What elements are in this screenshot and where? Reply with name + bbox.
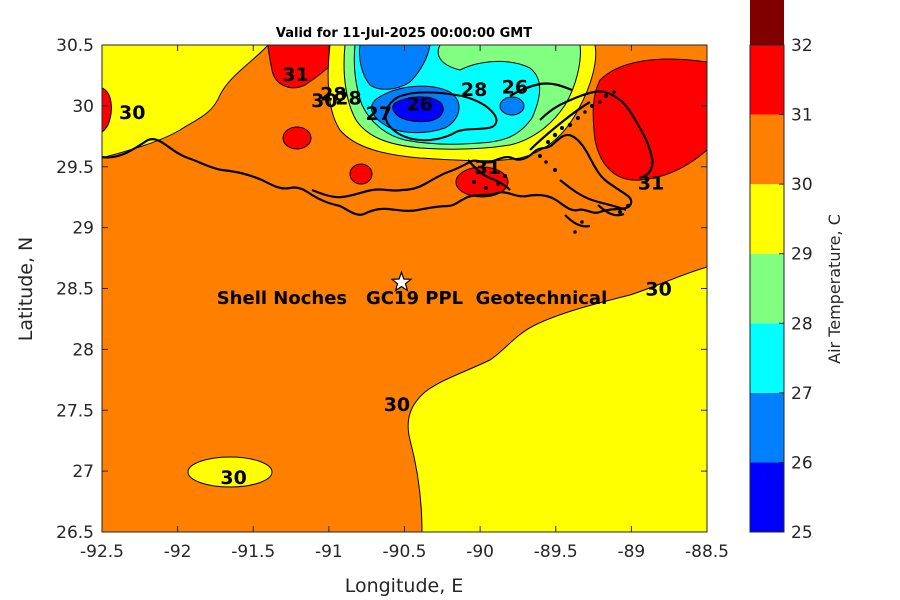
colorbar: 25 26 27 28 29 30 31 32 <box>749 0 813 543</box>
colorbar-swatch <box>750 0 784 45</box>
contour-label: 30 <box>384 394 410 416</box>
y-tick-label: 29 <box>72 219 94 239</box>
contour-label: 30 <box>220 467 246 489</box>
x-tick-label: -89 <box>617 542 645 562</box>
region-30-31-delta <box>455 166 509 198</box>
x-tick-label: -90 <box>466 542 494 562</box>
contour-label: 31 <box>638 173 664 195</box>
contour-label: 30 <box>645 279 671 301</box>
contour-label: 26 <box>502 76 528 98</box>
region-28-29-south-pocket <box>187 456 273 488</box>
x-tick-label: -92 <box>164 542 192 562</box>
x-axis-label: Longitude, E <box>345 575 464 597</box>
x-tick-label: -88.5 <box>685 542 729 562</box>
site-marker: Shell Noches GC19 PPL Geotechnical <box>217 270 608 309</box>
contour-label: 31 <box>282 64 308 86</box>
contour-label: 27 <box>366 103 392 125</box>
y-tick-label: 30.5 <box>56 36 94 56</box>
map-title: Valid for 11-Jul-2025 00:00:00 GMT <box>276 26 532 41</box>
contour-label: 31 <box>474 157 500 179</box>
colorbar-tick-label: 27 <box>791 384 813 404</box>
region-30-31-blob-1 <box>282 126 312 150</box>
y-tick-label: 28.5 <box>56 280 94 300</box>
colorbar-swatch <box>750 392 784 463</box>
region-28-29-southeast <box>407 266 707 532</box>
plot-area <box>102 45 707 532</box>
colorbar-swatch <box>750 462 784 532</box>
y-tick-label: 27 <box>72 462 94 482</box>
y-tick-label: 28 <box>72 340 94 360</box>
y-axis-label: Latitude, N <box>15 237 37 342</box>
lake-outline <box>384 91 498 142</box>
y-tick-label: 30 <box>72 97 94 117</box>
x-tick-label: -90.5 <box>383 542 427 562</box>
site-label: Shell Noches GC19 PPL Geotechnical <box>217 288 608 309</box>
colorbar-frame <box>749 44 785 533</box>
y-tick-label: 26.5 <box>56 523 94 543</box>
x-tick-label: -92.5 <box>80 542 124 562</box>
colorbar-tick-label: 28 <box>791 314 813 334</box>
y-axis-ticks: 26.5 27 27.5 28 28.5 29 29.5 30 30.5 <box>56 36 707 543</box>
x-tick-label: -89.5 <box>534 542 578 562</box>
coastline <box>102 82 654 228</box>
region-25-26-north <box>359 45 431 90</box>
colorbar-swatch <box>750 184 784 254</box>
colorbar-swatch <box>750 323 784 393</box>
region-24-25-lake-core <box>392 96 444 123</box>
contour-label: 30 <box>119 102 145 124</box>
region-30-31-blob-2 <box>349 163 373 185</box>
colorbar-tick-label: 30 <box>791 175 813 195</box>
region-30-31-east <box>592 58 707 181</box>
colorbar-tick-label: 26 <box>791 453 813 473</box>
delta-islands <box>472 90 631 234</box>
y-tick-label: 27.5 <box>56 401 94 421</box>
colorbar-tick-label: 32 <box>791 36 813 56</box>
colorbar-swatch <box>750 114 784 185</box>
x-axis-ticks: -92.5 -92 -91.5 -91 -90.5 -90 -89.5 -89 -88.5 <box>80 45 729 562</box>
contour-label: 30 <box>311 90 337 112</box>
colorbar-tick-label: 25 <box>791 523 813 543</box>
x-tick-label: -91.5 <box>231 542 275 562</box>
y-tick-label: 29.5 <box>56 158 94 178</box>
x-tick-label: -91 <box>315 542 343 562</box>
region-25-26-east-pocket <box>499 96 525 116</box>
contour-label: 28 <box>320 84 346 106</box>
contour-label: 28 <box>335 87 361 109</box>
colorbar-label: Air Temperature, C <box>825 214 844 364</box>
colorbar-swatch <box>750 45 784 115</box>
colorbar-tick-label: 29 <box>791 245 813 265</box>
contour-label: 28 <box>461 79 487 101</box>
colorbar-tick-label: 31 <box>791 106 813 126</box>
star-icon <box>390 270 413 292</box>
colorbar-swatch <box>750 253 784 324</box>
contour-label: 26 <box>406 93 432 115</box>
